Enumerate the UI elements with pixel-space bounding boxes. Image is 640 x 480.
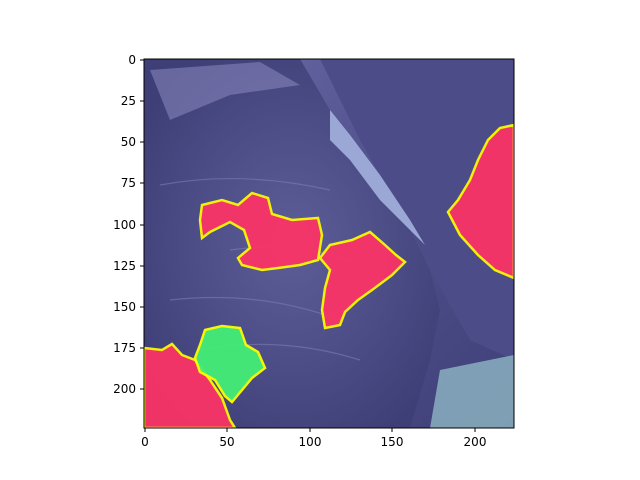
y-tick-label: 25 bbox=[121, 94, 136, 108]
red-region-bottom-left bbox=[144, 342, 237, 428]
x-tick-label: 100 bbox=[299, 435, 322, 449]
y-tick-label: 125 bbox=[113, 259, 136, 273]
y-tick-label: 50 bbox=[121, 135, 136, 149]
y-tick-label: 175 bbox=[113, 341, 136, 355]
green-region bbox=[193, 324, 267, 404]
red-region-right-center bbox=[318, 230, 407, 330]
y-tick-label: 75 bbox=[121, 176, 136, 190]
y-tick-label: 150 bbox=[113, 300, 136, 314]
x-tick-label: 50 bbox=[219, 435, 234, 449]
red-region-right-edge bbox=[446, 123, 514, 280]
tissue-corner bbox=[430, 355, 514, 428]
red-region-center bbox=[198, 191, 324, 272]
tissue-light-band bbox=[150, 62, 300, 120]
image-panel bbox=[144, 59, 514, 428]
y-tick-label: 200 bbox=[113, 382, 136, 396]
tissue-right bbox=[320, 59, 514, 360]
axes-frame bbox=[143, 58, 515, 429]
y-tick-label: 0 bbox=[128, 53, 136, 67]
y-tick-label: 100 bbox=[113, 218, 136, 232]
y-axis: 0 25 50 75 100 125 150 175 200 bbox=[113, 53, 144, 396]
tissue-crevice bbox=[330, 110, 425, 245]
x-tick-label: 200 bbox=[464, 435, 487, 449]
x-tick-label: 150 bbox=[381, 435, 404, 449]
x-axis: 0 50 100 150 200 bbox=[141, 428, 486, 449]
x-tick-label: 0 bbox=[141, 435, 149, 449]
